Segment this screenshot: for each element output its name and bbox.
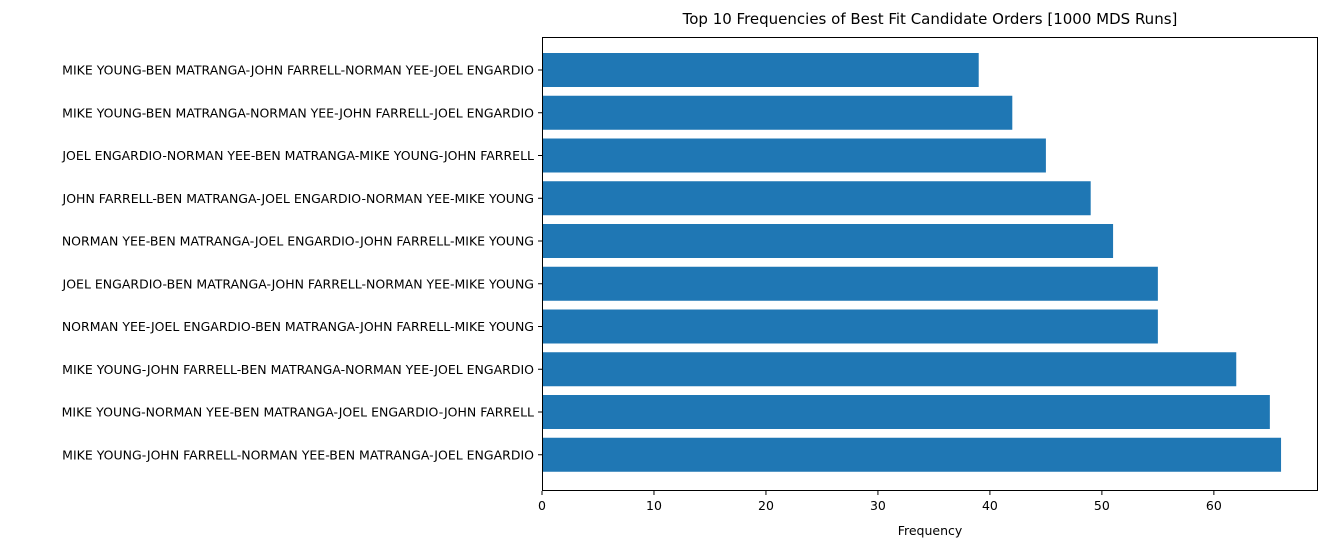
x-tick-label: 30 [870,498,886,513]
y-tick-label: JOEL ENGARDIO-BEN MATRANGA-JOHN FARRELL-… [62,276,534,291]
plot-frame [542,37,1318,491]
y-tick-label: MIKE YOUNG-BEN MATRANGA-JOHN FARRELL-NOR… [62,63,534,78]
bar-3 [542,138,1046,173]
x-tick-label: 20 [758,498,774,513]
x-tick-label: 40 [982,498,998,513]
bar-4 [542,181,1091,216]
x-tick-label: 10 [646,498,662,513]
x-axis-label: Frequency [898,523,963,538]
bar-5 [542,224,1114,258]
x-tick-label: 50 [1094,498,1110,513]
bar-1 [542,53,979,87]
y-tick-label: MIKE YOUNG-JOHN FARRELL-BEN MATRANGA-NOR… [62,362,534,377]
x-tick-label: 60 [1206,498,1222,513]
x-tick-label: 0 [538,498,546,513]
chart-title: Top 10 Frequencies of Best Fit Candidate… [682,10,1178,28]
y-tick-label: MIKE YOUNG-BEN MATRANGA-NORMAN YEE-JOHN … [62,105,534,120]
bar-9 [542,395,1270,429]
y-tick-label: NORMAN YEE-BEN MATRANGA-JOEL ENGARDIO-JO… [62,234,534,249]
y-tick-label: NORMAN YEE-JOEL ENGARDIO-BEN MATRANGA-JO… [62,319,534,334]
bars-layer [542,53,1282,472]
axes-layer: MIKE YOUNG-BEN MATRANGA-JOHN FARRELL-NOR… [61,37,1318,513]
bar-6 [542,266,1158,301]
y-tick-label: JOEL ENGARDIO-NORMAN YEE-BEN MATRANGA-MI… [61,148,534,163]
bar-7 [542,309,1158,344]
y-tick-label: MIKE YOUNG-NORMAN YEE-BEN MATRANGA-JOEL … [62,405,534,420]
bar-10 [542,437,1282,472]
y-tick-label: MIKE YOUNG-JOHN FARRELL-NORMAN YEE-BEN M… [62,447,534,462]
bar-8 [542,352,1237,387]
y-tick-label: JOHN FARRELL-BEN MATRANGA-JOEL ENGARDIO-… [62,191,534,206]
bar-2 [542,95,1013,130]
